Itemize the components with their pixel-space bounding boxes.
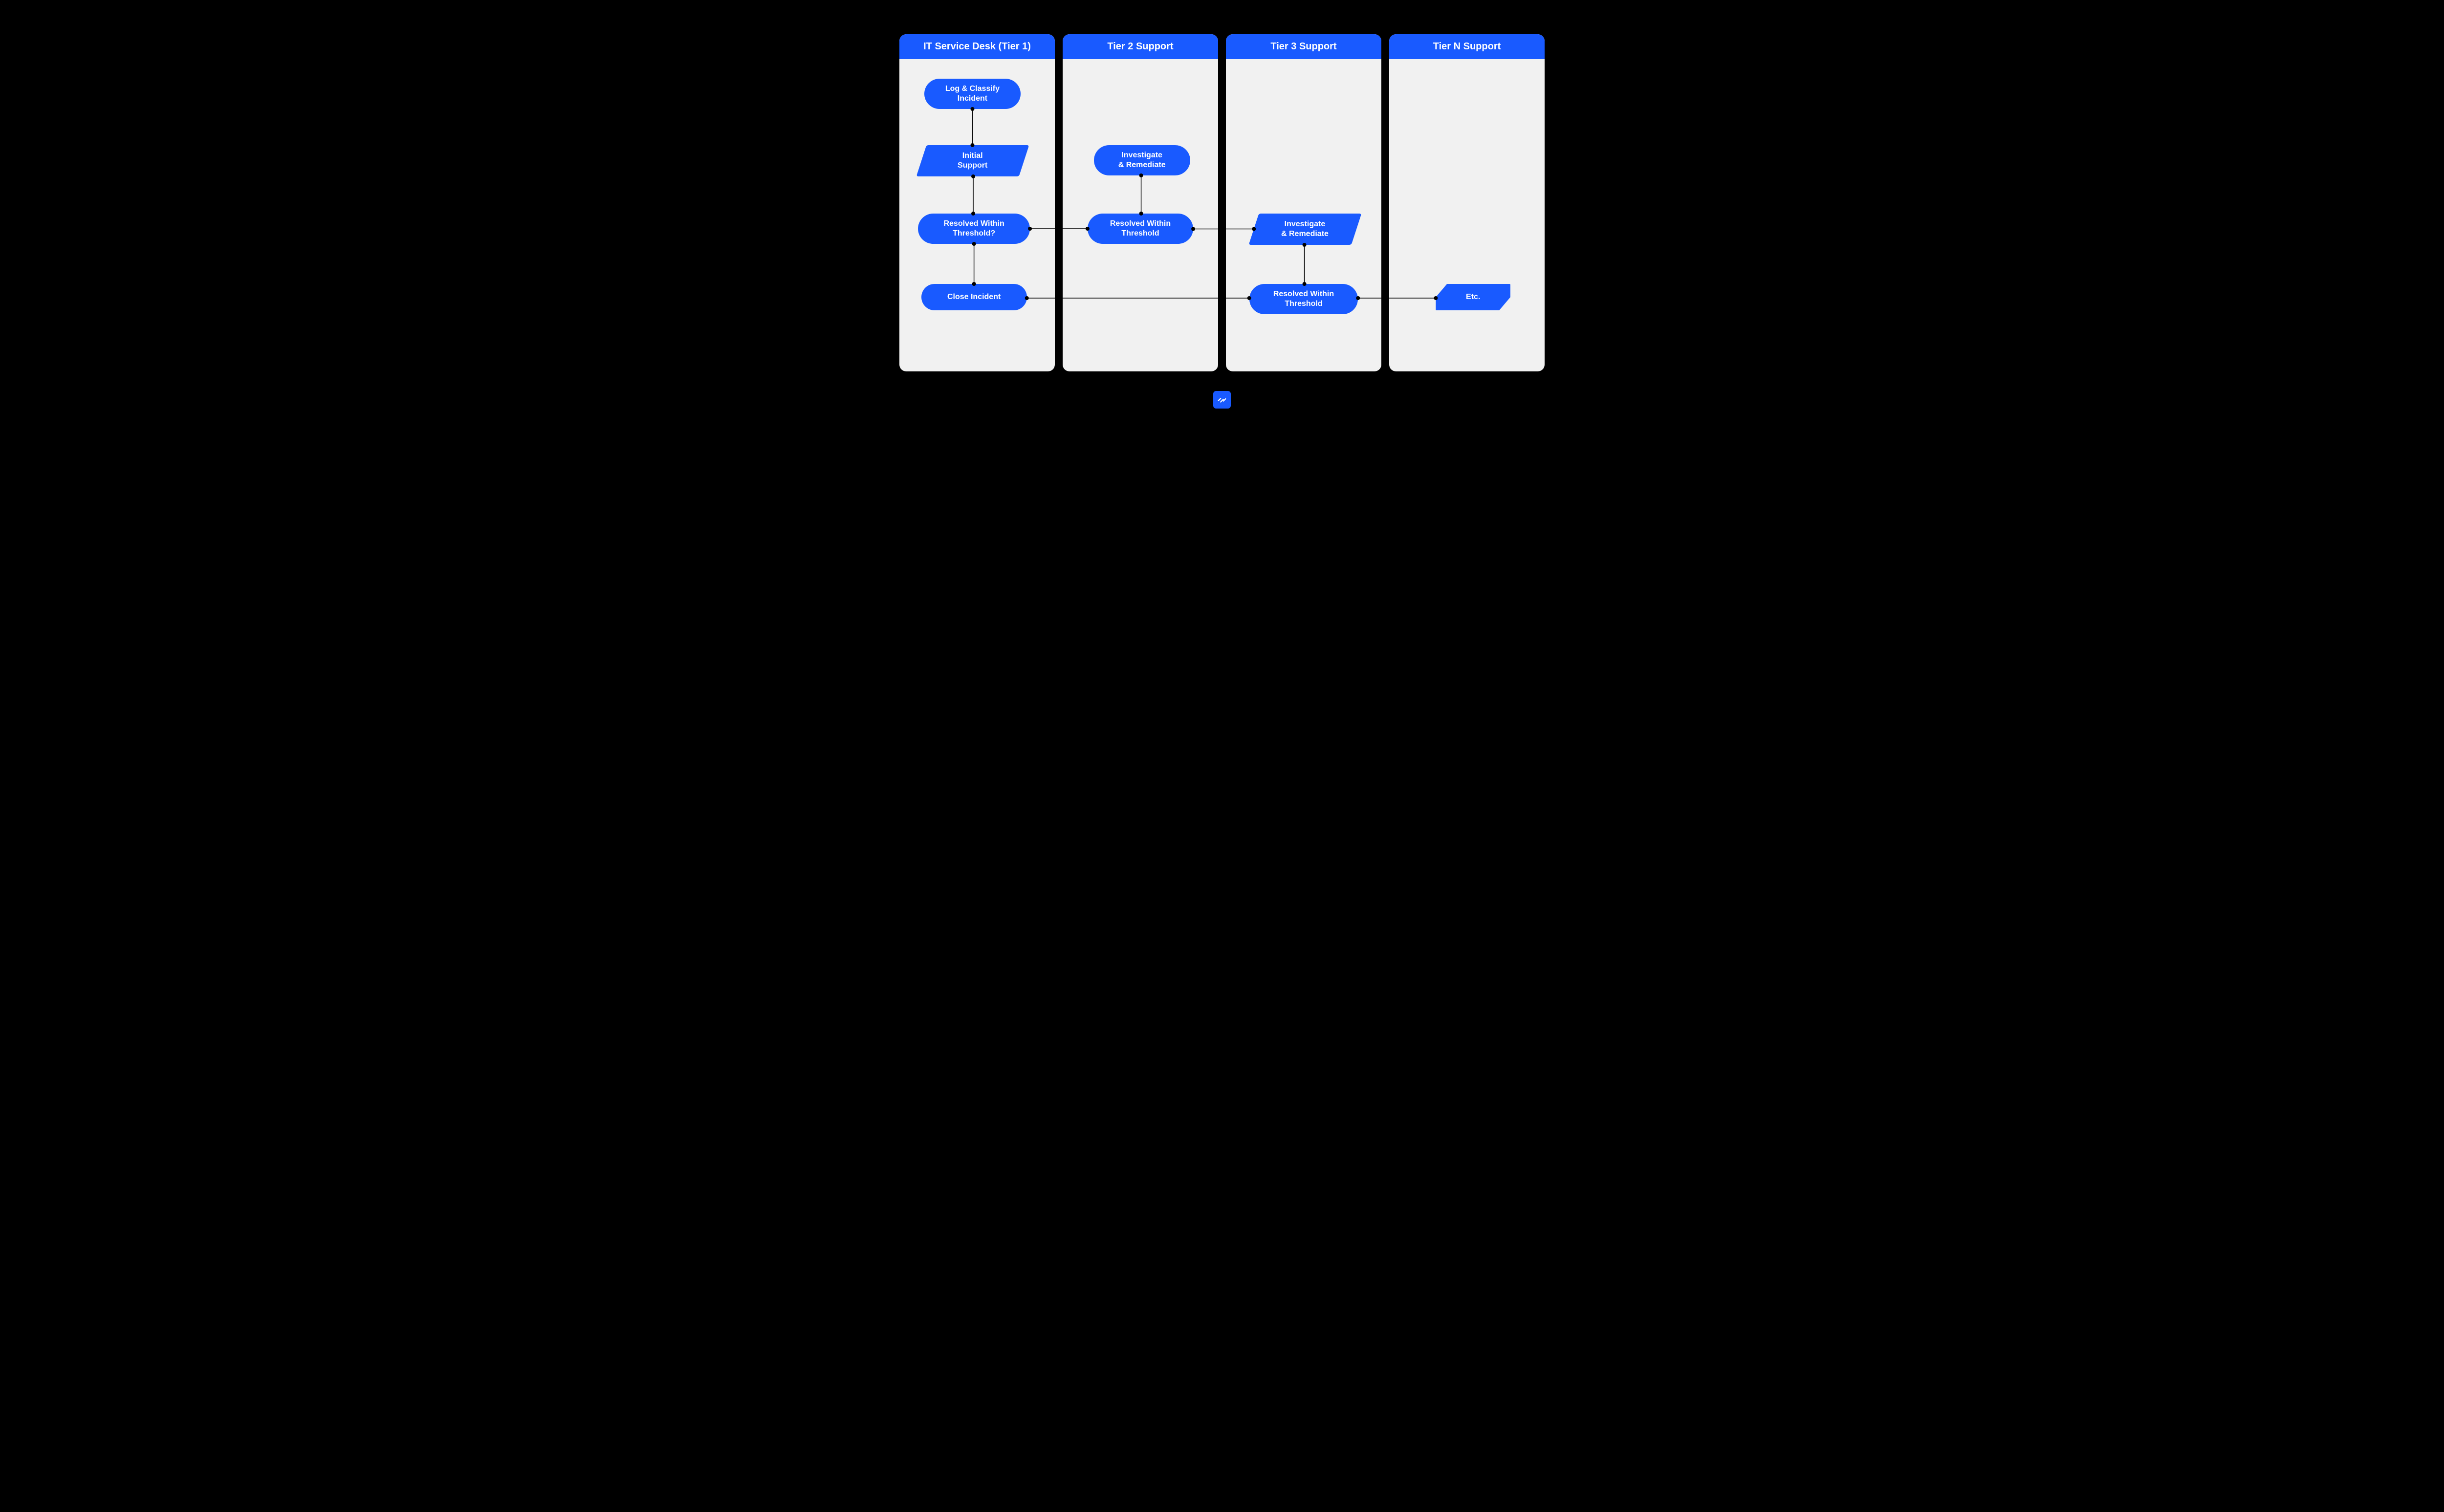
- lane-tier1: IT Service Desk (Tier 1) Log & ClassifyI…: [899, 34, 1055, 371]
- lane-tierN: Tier N Support Etc.: [1389, 34, 1545, 371]
- lane-tier2: Tier 2 Support Investigate& Remediate Res…: [1063, 34, 1218, 371]
- node-t1_close: Close Incident: [921, 284, 1027, 310]
- lane-header-tier2: Tier 2 Support: [1063, 34, 1218, 59]
- diagram-container: IT Service Desk (Tier 1) Log & ClassifyI…: [34, 34, 2410, 371]
- node-t1_log: Log & ClassifyIncident: [924, 79, 1021, 109]
- swimlanes: IT Service Desk (Tier 1) Log & ClassifyI…: [899, 34, 1545, 371]
- lane-body-tier1: Log & ClassifyIncident InitialSupport Reso…: [899, 59, 1055, 371]
- lane-tier3: Tier 3 Support Investigate& Remediate Res…: [1226, 34, 1381, 371]
- node-t2_inv: Investigate& Remediate: [1094, 145, 1190, 175]
- brand-logo-icon: [1213, 391, 1231, 409]
- node-tN_etc: Etc.: [1436, 284, 1510, 310]
- lane-header-tier1: IT Service Desk (Tier 1): [899, 34, 1055, 59]
- lane-header-tier3: Tier 3 Support: [1226, 34, 1381, 59]
- lane-body-tierN: Etc.: [1389, 59, 1545, 371]
- node-t3_resolved: Resolved WithinThreshold: [1249, 284, 1358, 314]
- node-t2_resolved: Resolved WithinThreshold: [1088, 214, 1193, 244]
- node-t1_initial: InitialSupport: [921, 145, 1024, 176]
- lane-body-tier3: Investigate& Remediate Resolved WithinThr…: [1226, 59, 1381, 371]
- node-t3_inv: Investigate& Remediate: [1254, 214, 1356, 245]
- lane-header-tierN: Tier N Support: [1389, 34, 1545, 59]
- lane-body-tier2: Investigate& Remediate Resolved WithinThr…: [1063, 59, 1218, 371]
- node-t1_resolved: Resolved WithinThreshold?: [918, 214, 1030, 244]
